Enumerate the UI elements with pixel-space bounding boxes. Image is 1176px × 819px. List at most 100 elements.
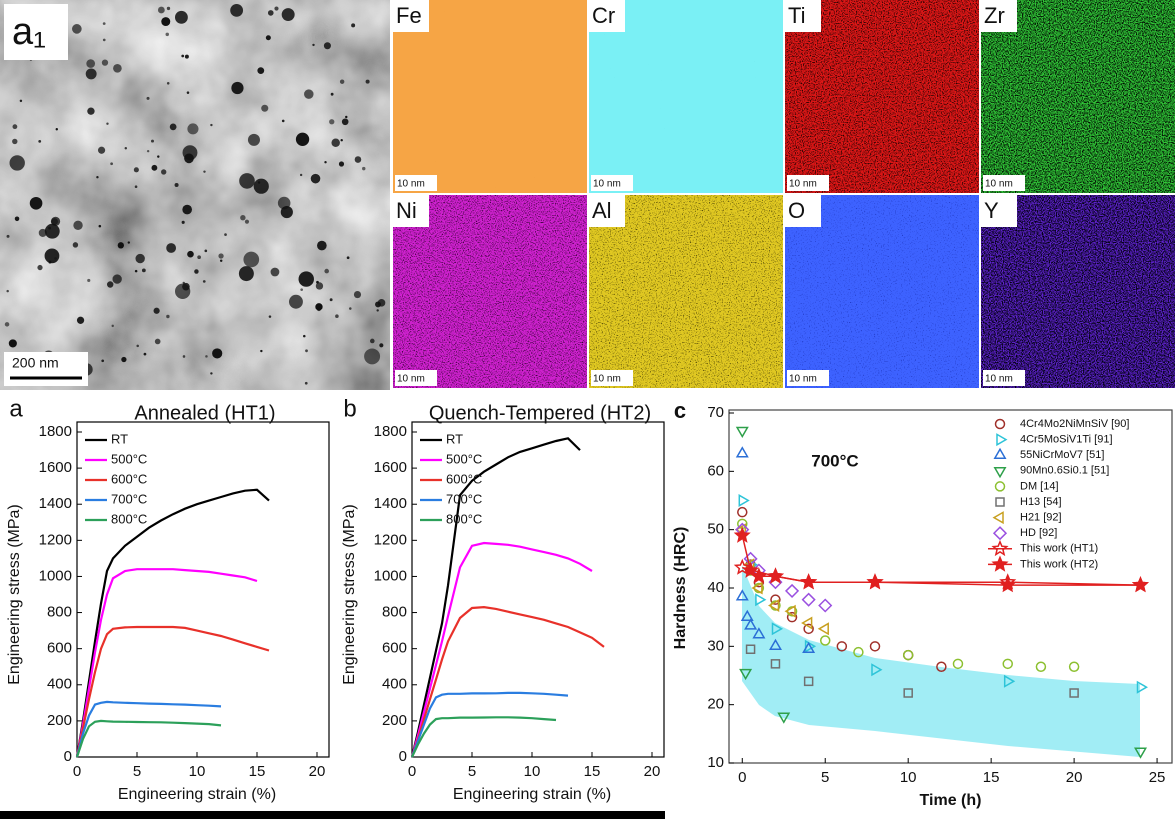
bottom-bar	[0, 811, 665, 819]
precipitate	[134, 269, 138, 273]
precipitate	[55, 128, 58, 131]
scale-box	[983, 175, 1025, 191]
legend-label: RT	[111, 431, 128, 446]
marker	[992, 526, 1008, 541]
legend-label: This work (HT1)	[1020, 543, 1098, 555]
marker	[752, 627, 766, 639]
y-tick-label: 1600	[374, 459, 407, 476]
precipitate	[97, 146, 106, 154]
y-tick-label: 1400	[374, 495, 407, 512]
legend-label: DM [14]	[1020, 480, 1059, 492]
marker	[1069, 688, 1079, 698]
y-tick-label: 1600	[39, 459, 72, 476]
x-tick-label: 20	[1066, 769, 1083, 786]
scale-text: 10 nm	[789, 374, 817, 385]
precipitate	[312, 43, 315, 47]
y-tick-label: 60	[707, 462, 724, 479]
marker	[996, 433, 1008, 447]
plot-frame	[76, 421, 330, 758]
precipitate	[182, 355, 186, 358]
precipitate	[174, 10, 188, 24]
y-tick-label: 0	[399, 748, 407, 765]
marker	[777, 712, 791, 724]
precipitate	[244, 219, 250, 224]
scatter-band	[742, 565, 1140, 757]
precipitate	[12, 138, 18, 145]
precipitate	[161, 169, 167, 175]
legend-label: 600°C	[446, 471, 482, 486]
marker	[1003, 674, 1016, 688]
chart: 0 5 10 15 2002004006008001000120014001600180…	[341, 395, 665, 803]
precipitate	[365, 79, 370, 84]
precipitate	[134, 185, 138, 189]
label-box	[981, 0, 1017, 32]
precipitate	[280, 205, 293, 219]
y-axis-label: Engineering stress (MPa)	[341, 504, 358, 685]
precipitate	[182, 282, 190, 291]
legend-label: 4Cr5MoSiV1Ti [91]	[1020, 434, 1113, 446]
marker	[770, 594, 781, 605]
precipitate	[203, 170, 206, 173]
chart: 0 5 10 15 2002004006008001000120014001600180…	[6, 395, 330, 803]
precipitate	[110, 162, 113, 166]
precipitate	[305, 349, 308, 353]
x-tick-label: 10	[189, 763, 206, 780]
marker	[769, 638, 782, 651]
precipitate	[166, 6, 171, 11]
series-line	[410, 691, 569, 758]
marker	[1068, 661, 1080, 672]
precipitate	[238, 266, 254, 282]
precipitate	[157, 6, 165, 14]
marker	[733, 526, 751, 543]
element-label: Ni	[396, 198, 417, 223]
precipitate	[315, 282, 324, 290]
precipitate	[335, 314, 339, 318]
precipitate	[270, 267, 280, 277]
label-box	[981, 195, 1017, 227]
element-label: Ti	[788, 3, 806, 28]
x-tick-label: 0	[73, 763, 81, 780]
element-label: Fe	[396, 3, 422, 28]
legend-label: 500°C	[446, 451, 482, 466]
legend-label: 800°C	[111, 511, 147, 526]
x-axis-label: Time (h)	[920, 792, 982, 809]
panel-label: c	[674, 398, 686, 423]
scale-text: 10 nm	[789, 179, 817, 190]
precipitate	[151, 139, 154, 143]
map-signal	[393, 195, 587, 388]
scale-box	[591, 370, 633, 386]
precipitate	[260, 349, 263, 353]
precipitate	[6, 234, 10, 238]
map-signal	[785, 0, 979, 193]
precipitate	[303, 334, 306, 338]
scale-text: 10 nm	[985, 179, 1013, 190]
scale-box	[395, 175, 437, 191]
label-box	[589, 0, 625, 32]
precipitate	[86, 59, 96, 68]
precipitate	[323, 42, 331, 50]
precipitate	[44, 223, 60, 239]
precipitate	[265, 35, 271, 41]
precipitate	[146, 149, 150, 153]
marker	[993, 447, 1007, 459]
precipitate	[298, 271, 314, 287]
marker	[1136, 680, 1148, 694]
label-box	[589, 195, 625, 227]
marker	[739, 668, 753, 681]
marker	[786, 611, 798, 623]
y-tick-label: 200	[47, 712, 72, 729]
precipitate	[102, 22, 106, 25]
precipitate	[310, 173, 321, 184]
marker	[803, 623, 814, 635]
precipitate	[50, 216, 61, 226]
precipitate	[76, 316, 85, 324]
precipitate	[239, 173, 255, 189]
precipitate	[153, 307, 160, 314]
precipitate	[205, 355, 208, 358]
label-box	[785, 0, 821, 32]
marker	[740, 609, 754, 621]
precipitate	[351, 23, 356, 28]
precipitate	[316, 306, 322, 312]
precipitate	[9, 155, 25, 171]
